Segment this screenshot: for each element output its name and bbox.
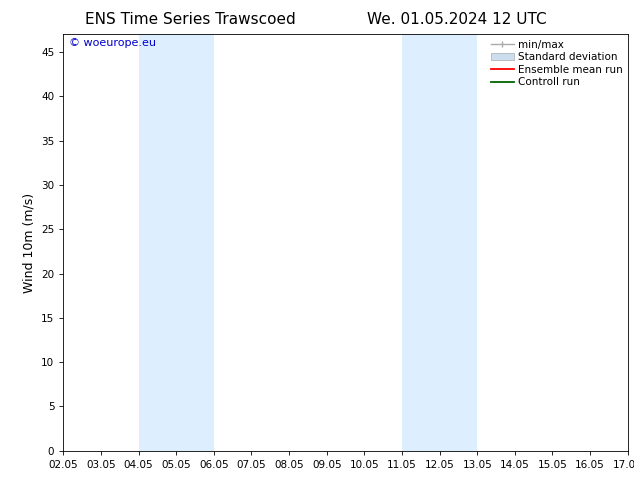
Text: We. 01.05.2024 12 UTC: We. 01.05.2024 12 UTC bbox=[366, 12, 547, 27]
Bar bbox=[139, 34, 214, 451]
Text: © woeurope.eu: © woeurope.eu bbox=[69, 38, 156, 49]
Bar bbox=[402, 34, 477, 451]
Y-axis label: Wind 10m (m/s): Wind 10m (m/s) bbox=[23, 193, 36, 293]
Legend: min/max, Standard deviation, Ensemble mean run, Controll run: min/max, Standard deviation, Ensemble me… bbox=[491, 40, 623, 87]
Text: ENS Time Series Trawscoed: ENS Time Series Trawscoed bbox=[85, 12, 295, 27]
